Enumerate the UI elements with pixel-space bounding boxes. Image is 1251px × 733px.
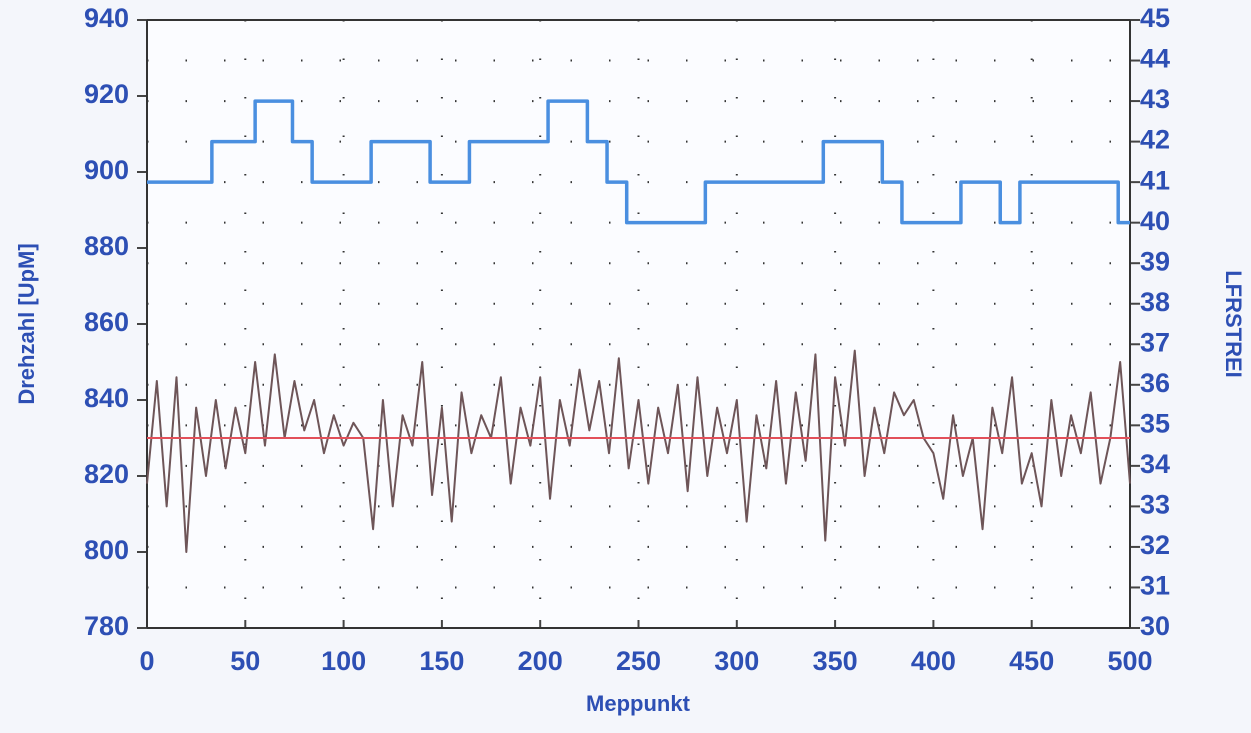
y-tick-label: 920 [84, 79, 129, 109]
data-line [146, 349, 1131, 553]
plot-area [147, 20, 1130, 628]
x-tick-label: 50 [230, 646, 260, 676]
y2-tick-label: 33 [1140, 490, 1170, 520]
y2-tick-label: 36 [1140, 368, 1170, 398]
y2-tick-label: 30 [1140, 611, 1170, 641]
x-tick-label: 500 [1107, 646, 1152, 676]
x-tick-label: 400 [911, 646, 956, 676]
x-tick-label: 450 [1009, 646, 1054, 676]
x-tick-label: 0 [139, 646, 154, 676]
y-tick-label: 880 [84, 231, 129, 261]
y2-tick-label: 38 [1140, 287, 1170, 317]
y2-tick-label: 44 [1140, 44, 1170, 74]
y-tick-label: 800 [84, 535, 129, 565]
y2-tick-label: 41 [1140, 165, 1170, 195]
x-tick-label: 350 [813, 646, 858, 676]
x-tick-label: 100 [321, 646, 366, 676]
y2-tick-label: 40 [1140, 206, 1170, 236]
y-tick-label: 900 [84, 155, 129, 185]
y-tick-label: 780 [84, 611, 129, 641]
y-tick-label: 940 [84, 3, 129, 33]
y2-tick-label: 39 [1140, 246, 1170, 276]
y2-tick-label: 31 [1140, 571, 1170, 601]
y2-tick-label: 42 [1140, 125, 1170, 155]
x-tick-label: 150 [419, 646, 464, 676]
y-axis-label: Drehzahl [UpM] [14, 243, 39, 404]
y2-tick-label: 45 [1140, 3, 1170, 33]
y2-tick-label: 43 [1140, 84, 1170, 114]
x-tick-label: 200 [518, 646, 563, 676]
y2-axis-label: LFRSTREI [1221, 270, 1246, 378]
y2-tick-label: 32 [1140, 530, 1170, 560]
y-tick-label: 840 [84, 383, 129, 413]
y2-tick-label: 35 [1140, 408, 1170, 438]
y2-tick-label: 34 [1140, 449, 1170, 479]
x-tick-label: 250 [616, 646, 661, 676]
data-line [147, 99, 1130, 225]
y-tick-label: 820 [84, 459, 129, 489]
y-tick-label: 860 [84, 307, 129, 337]
y2-tick-label: 37 [1140, 327, 1170, 357]
x-axis-label: Meppunkt [586, 691, 691, 716]
x-tick-label: 300 [714, 646, 759, 676]
